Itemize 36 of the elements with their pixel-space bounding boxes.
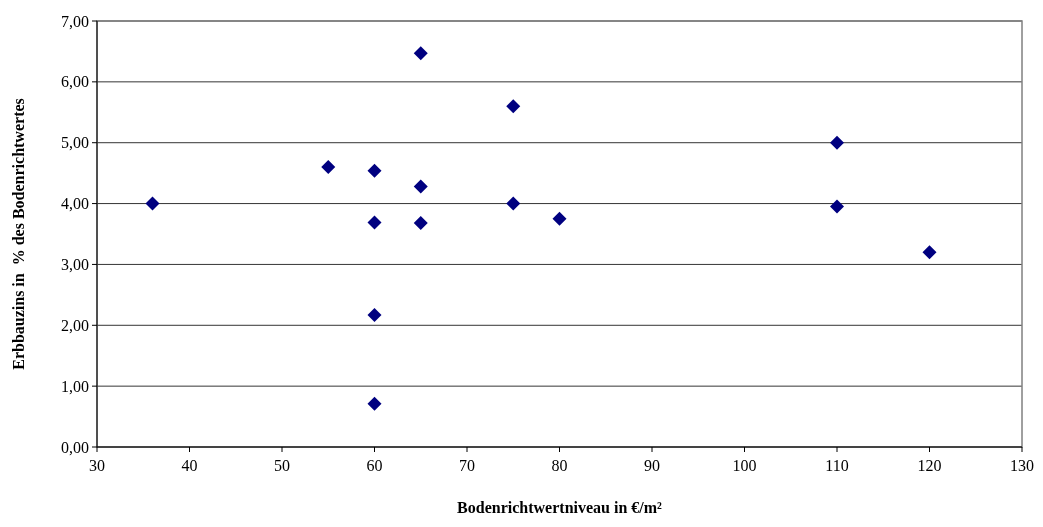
point [413,216,428,231]
point [145,196,160,211]
point [830,135,844,150]
point [552,211,567,226]
point [922,245,937,260]
point [413,46,428,61]
point [506,196,521,211]
y-tick-label: 0,00 [61,438,89,456]
y-tick-label: 7,00 [61,12,89,30]
x-tick-label: 60 [366,457,383,474]
y-tick-label: 3,00 [61,256,89,274]
x-tick-label: 110 [825,457,849,474]
x-tick-label: 120 [917,457,942,474]
y-axis-title: Erbbauzins in % des Bodenrichtwertes [10,98,27,370]
y-tick-label: 5,00 [61,134,89,152]
x-axis-title: Bodenrichtwertniveau in €/m² [457,499,663,516]
y-tick-label: 1,00 [61,377,89,395]
point [367,307,382,322]
x-tick-label: 30 [89,457,105,474]
point [367,396,382,411]
y-tick-label: 6,00 [61,73,89,91]
y-tick-label: 2,00 [61,316,89,334]
x-tick-label: 130 [1010,457,1034,474]
x-tick-label: 50 [274,457,290,474]
point [321,160,336,175]
point [367,163,382,178]
x-tick-label: 90 [644,457,660,474]
x-tick-label: 40 [181,457,198,474]
x-tick-label: 100 [732,457,757,474]
y-tick-label: 4,00 [61,195,89,213]
x-tick-label: 70 [459,457,475,474]
point [413,179,428,194]
point [506,99,521,114]
point [830,199,844,214]
x-tick-label: 80 [551,457,568,474]
point [367,215,382,230]
